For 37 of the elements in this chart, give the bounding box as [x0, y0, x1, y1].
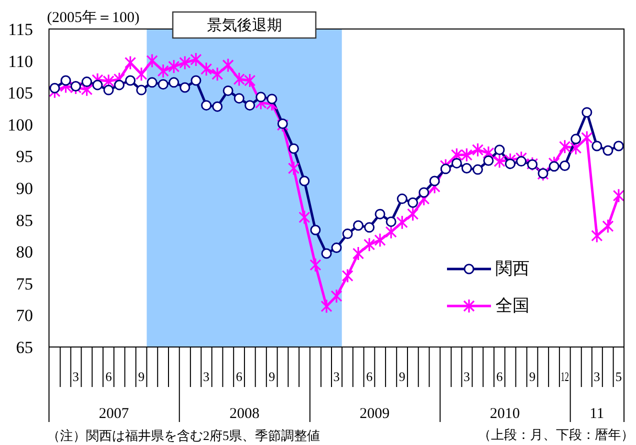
y-tick-label: 90 — [16, 179, 33, 198]
y-tick-label: 105 — [8, 84, 33, 103]
x-tick-label: 3 — [72, 368, 79, 384]
x2-tick-label: 2009 — [360, 406, 390, 422]
x-tick-label: 3 — [203, 368, 210, 384]
text: （注）関西は福井県を含む2府5県、季節調整値 — [47, 428, 320, 443]
x-tick-label: 9 — [529, 368, 536, 384]
band-label: 景気後退期 — [206, 16, 282, 34]
y-tick-label: 115 — [8, 20, 33, 40]
x-tick-label: 6 — [236, 368, 243, 384]
x-tick-label: 3 — [333, 368, 340, 384]
y-tick-label: 100 — [8, 115, 33, 134]
x-tick-label: 6 — [496, 368, 504, 384]
x2-tick-label: 2007 — [98, 406, 130, 422]
x-tick-label: 12 — [560, 368, 574, 384]
y-tick-label: 85 — [16, 210, 33, 230]
x2-tick-label: 11 — [590, 406, 604, 422]
legend-label: 関西 — [495, 258, 530, 278]
x-axis-title: （上段：月、下段：暦年） — [478, 427, 634, 442]
x-tick-label: 6 — [366, 368, 374, 384]
x-tick-label: 5 — [615, 368, 622, 384]
x2-tick-label: 2010 — [490, 406, 520, 422]
y-tick-label: 75 — [16, 274, 33, 294]
y-tick-label: 65 — [16, 338, 33, 358]
x-tick-label: 9 — [268, 368, 276, 384]
x2-tick-label: 2008 — [229, 406, 260, 422]
x-tick-label: 9 — [138, 368, 145, 384]
x-tick-label: 9 — [398, 368, 406, 384]
y-tick-label: 110 — [8, 52, 33, 71]
x-tick-label: 6 — [105, 368, 112, 384]
x-tick-label: 3 — [463, 368, 470, 384]
y-tick-label: 95 — [16, 147, 33, 166]
y-tick-label: 70 — [16, 306, 33, 326]
legend-label: 全国 — [495, 296, 530, 316]
y-axis-title: (2005年＝100) — [47, 9, 140, 26]
x-tick-label: 3 — [594, 368, 600, 384]
y-tick-label: 80 — [16, 242, 33, 262]
